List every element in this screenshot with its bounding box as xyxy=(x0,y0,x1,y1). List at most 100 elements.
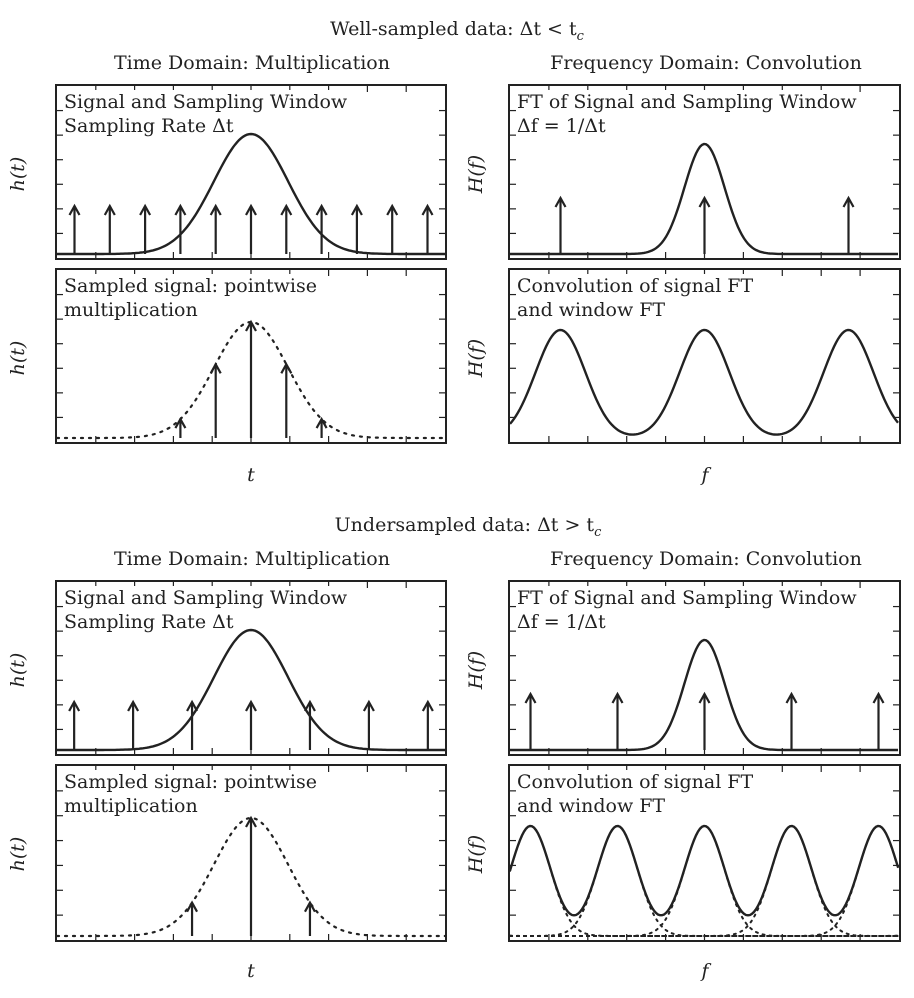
s2-freq-convolution-panel xyxy=(508,764,901,942)
ft-window-arrow xyxy=(554,195,567,254)
s2-freq-ft-panel xyxy=(508,580,901,756)
arrow-head xyxy=(245,203,257,216)
s2-tr-annotation-line-2: Δf = 1/Δt xyxy=(516,610,607,634)
arrow-head xyxy=(174,416,187,429)
arrow-head xyxy=(209,203,222,216)
s1-tr-annotation-line-2: Δf = 1/Δt xyxy=(516,114,607,138)
sampling-arrow xyxy=(421,699,434,750)
s1-tr-annotation-line-1: FT of Signal and Sampling Window xyxy=(516,90,858,114)
s2-time-sampled-panel xyxy=(55,764,447,942)
arrow-head xyxy=(611,691,624,704)
sampling-arrow xyxy=(386,203,399,254)
s2-br-ylabel: H(f) xyxy=(465,834,487,874)
ft-window-arrow xyxy=(611,691,624,750)
s1-tr-ylabel: H(f) xyxy=(465,154,487,194)
section-1-left-column-title: Time Domain: Multiplication xyxy=(114,52,390,74)
plot-area xyxy=(57,582,445,754)
ft-window-arrow xyxy=(842,195,855,254)
signal-curve xyxy=(57,132,445,256)
arrow-head xyxy=(186,699,199,712)
s2-time-xlabel: t xyxy=(247,960,255,982)
s2-tl-annotation-line-1: Signal and Sampling Window xyxy=(63,586,349,610)
arrow-head xyxy=(785,691,798,704)
ft-window-arrow xyxy=(698,691,711,750)
arrow-head xyxy=(245,815,257,828)
arrow-head xyxy=(303,900,316,913)
s1-freq-ft-panel xyxy=(508,84,901,260)
ft-signal-curve xyxy=(510,638,898,752)
s2-bl-annotation-line-2: multiplication xyxy=(63,794,199,818)
sampling-arrow xyxy=(174,203,187,254)
arrow-head xyxy=(872,691,885,704)
s1-bl-annotation-line-2: multiplication xyxy=(63,298,199,322)
s1-bl-annotation-line-1: Sampled signal: pointwise xyxy=(63,274,319,298)
sampled-value-arrow xyxy=(280,362,293,438)
convolution-curve xyxy=(510,824,899,917)
sampled-value-arrow xyxy=(209,362,222,438)
s2-freq-xlabel: f xyxy=(701,960,709,982)
sampling-arrow xyxy=(139,203,152,254)
plot-area xyxy=(510,270,899,442)
s1-bl-ylabel: h(t) xyxy=(7,340,29,376)
s1-time-xlabel: t xyxy=(247,464,255,486)
arrow-head xyxy=(245,319,257,332)
sampling-arrow xyxy=(68,699,81,750)
arrow-head xyxy=(315,416,328,429)
sampling-arrow xyxy=(303,699,316,750)
plot-area xyxy=(57,766,445,940)
signal-curve-dotted xyxy=(57,816,445,938)
arrow-head xyxy=(362,699,375,712)
ft-window-arrow xyxy=(785,691,798,750)
sampling-arrow xyxy=(350,203,363,254)
arrow-head xyxy=(186,900,199,913)
arrow-head xyxy=(174,203,187,216)
s2-bl-ylabel: h(t) xyxy=(7,836,29,872)
section-1-right-column-title: Frequency Domain: Convolution xyxy=(550,52,862,74)
arrow-head xyxy=(421,203,434,216)
s1-time-signal-panel xyxy=(55,84,447,260)
s1-tl-annotation-line-1: Signal and Sampling Window xyxy=(63,90,349,114)
plot-area xyxy=(57,86,445,258)
tick-marks xyxy=(57,270,445,442)
arrow-head xyxy=(68,203,81,216)
s1-freq-xlabel: f xyxy=(701,464,709,486)
sampling-arrow xyxy=(280,203,293,254)
s2-time-signal-panel xyxy=(55,580,447,756)
plot-area xyxy=(510,766,899,940)
sampled-value-arrow xyxy=(186,900,199,936)
section-2-title: Undersampled data: Δt > tc xyxy=(334,514,602,540)
sampling-arrow xyxy=(103,203,116,254)
s2-tl-annotation-line-2: Sampling Rate Δt xyxy=(63,610,235,634)
signal-curve xyxy=(57,628,445,752)
s2-br-annotation-line-2: and window FT xyxy=(516,794,667,818)
tick-marks xyxy=(510,766,899,940)
plot-area xyxy=(510,582,899,754)
sampling-arrow xyxy=(315,203,328,254)
sampled-value-arrow xyxy=(303,900,316,936)
section-1-title: Well-sampled data: Δt < tc xyxy=(330,18,584,44)
arrow-head xyxy=(280,203,293,216)
s1-br-annotation-line-1: Convolution of signal FT xyxy=(516,274,755,298)
arrow-head xyxy=(524,691,537,704)
sampling-arrow xyxy=(245,699,257,750)
arrow-head xyxy=(698,691,711,704)
section-2-left-column-title: Time Domain: Multiplication xyxy=(114,548,390,570)
s2-tr-annotation-line-1: FT of Signal and Sampling Window xyxy=(516,586,858,610)
sampling-arrow xyxy=(68,203,81,254)
s1-tl-annotation-line-2: Sampling Rate Δt xyxy=(63,114,235,138)
plot-area xyxy=(57,270,445,442)
s1-tl-ylabel: h(t) xyxy=(7,156,29,192)
arrow-head xyxy=(68,699,81,712)
sampling-arrow xyxy=(421,203,434,254)
s2-br-annotation-line-1: Convolution of signal FT xyxy=(516,770,755,794)
s1-br-annotation-line-2: and window FT xyxy=(516,298,667,322)
arrow-head xyxy=(139,203,152,216)
arrow-head xyxy=(209,362,222,374)
ft-signal-curve xyxy=(510,142,898,256)
sampled-value-arrow xyxy=(315,416,328,438)
arrow-head xyxy=(698,195,711,208)
replica-curve-dotted xyxy=(510,824,899,937)
s1-freq-convolution-panel xyxy=(508,268,901,444)
sampled-value-arrow xyxy=(174,416,187,438)
